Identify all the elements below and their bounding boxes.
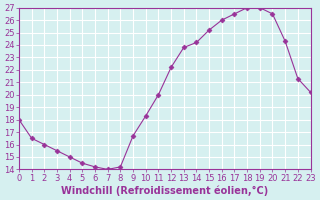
X-axis label: Windchill (Refroidissement éolien,°C): Windchill (Refroidissement éolien,°C) <box>61 185 268 196</box>
